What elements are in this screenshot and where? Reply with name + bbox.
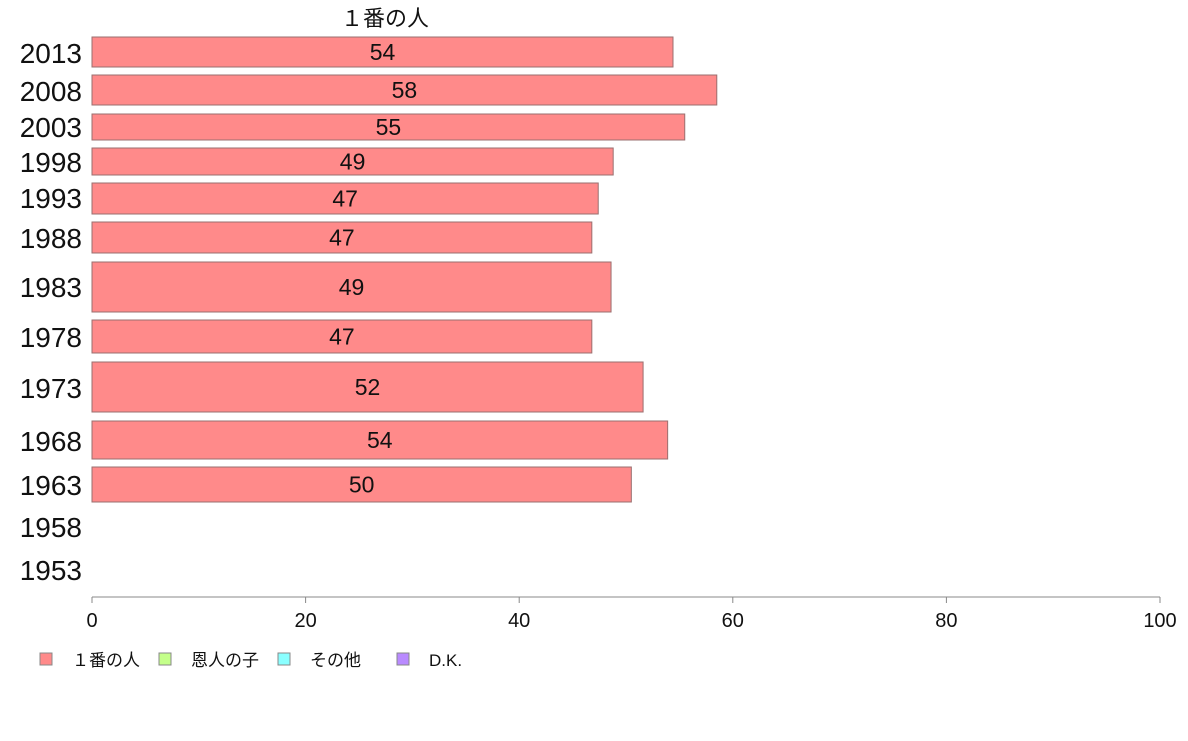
y-tick-label-1973: 1973	[20, 373, 82, 404]
data-label-2008: 58	[392, 77, 418, 103]
y-tick-label-2013: 2013	[20, 38, 82, 69]
bar-1993	[91, 182, 599, 215]
y-tick-label-2003: 2003	[20, 112, 82, 143]
data-label-1968: 54	[367, 427, 393, 453]
data-label-2003: 55	[376, 114, 402, 140]
bar-1963	[91, 466, 632, 503]
bar-1983	[91, 261, 612, 313]
legend-label-4: D.K.	[429, 651, 462, 670]
x-tick-label-20: 20	[294, 610, 316, 632]
y-tick-label-1968: 1968	[20, 426, 82, 457]
y-tick-label-1988: 1988	[20, 223, 82, 254]
bar-1973	[91, 361, 644, 413]
y-tick-label-1978: 1978	[20, 322, 82, 353]
data-label-1963: 50	[349, 472, 375, 498]
legend-swatch-3	[277, 652, 291, 666]
y-tick-label-1983: 1983	[20, 272, 82, 303]
data-label-2013: 54	[370, 39, 396, 65]
legend-swatch-1	[39, 652, 53, 666]
legend-label-2: 恩人の子	[191, 651, 259, 670]
data-label-1993: 47	[332, 186, 358, 212]
legend-label-1: １番の人	[72, 651, 140, 670]
series-title: １番の人	[341, 6, 429, 31]
x-tick-label-100: 100	[1143, 610, 1176, 632]
data-label-1983: 49	[339, 274, 365, 300]
data-label-1998: 49	[340, 149, 366, 175]
data-label-1978: 47	[329, 324, 355, 350]
legend-swatch-2	[158, 652, 172, 666]
bar-1988	[91, 221, 593, 254]
y-tick-label-2008: 2008	[20, 76, 82, 107]
x-tick-label-0: 0	[86, 610, 97, 632]
x-tick-label-80: 80	[935, 610, 957, 632]
bar-1998	[91, 147, 614, 176]
bar-2008	[91, 74, 718, 106]
y-tick-label-1953: 1953	[20, 555, 82, 586]
legend-swatch-4	[396, 652, 410, 666]
bar-1968	[91, 420, 669, 460]
data-label-1988: 47	[329, 225, 355, 251]
y-tick-label-1998: 1998	[20, 147, 82, 178]
bar-2003	[91, 113, 686, 141]
bar-1978	[91, 319, 593, 354]
x-tick-label-40: 40	[508, 610, 530, 632]
legend-label-3: その他	[310, 651, 361, 670]
bar-2013	[91, 36, 674, 68]
y-tick-label-1993: 1993	[20, 183, 82, 214]
x-tick-label-60: 60	[722, 610, 744, 632]
data-label-1973: 52	[355, 374, 381, 400]
y-tick-label-1963: 1963	[20, 470, 82, 501]
y-tick-label-1958: 1958	[20, 512, 82, 543]
